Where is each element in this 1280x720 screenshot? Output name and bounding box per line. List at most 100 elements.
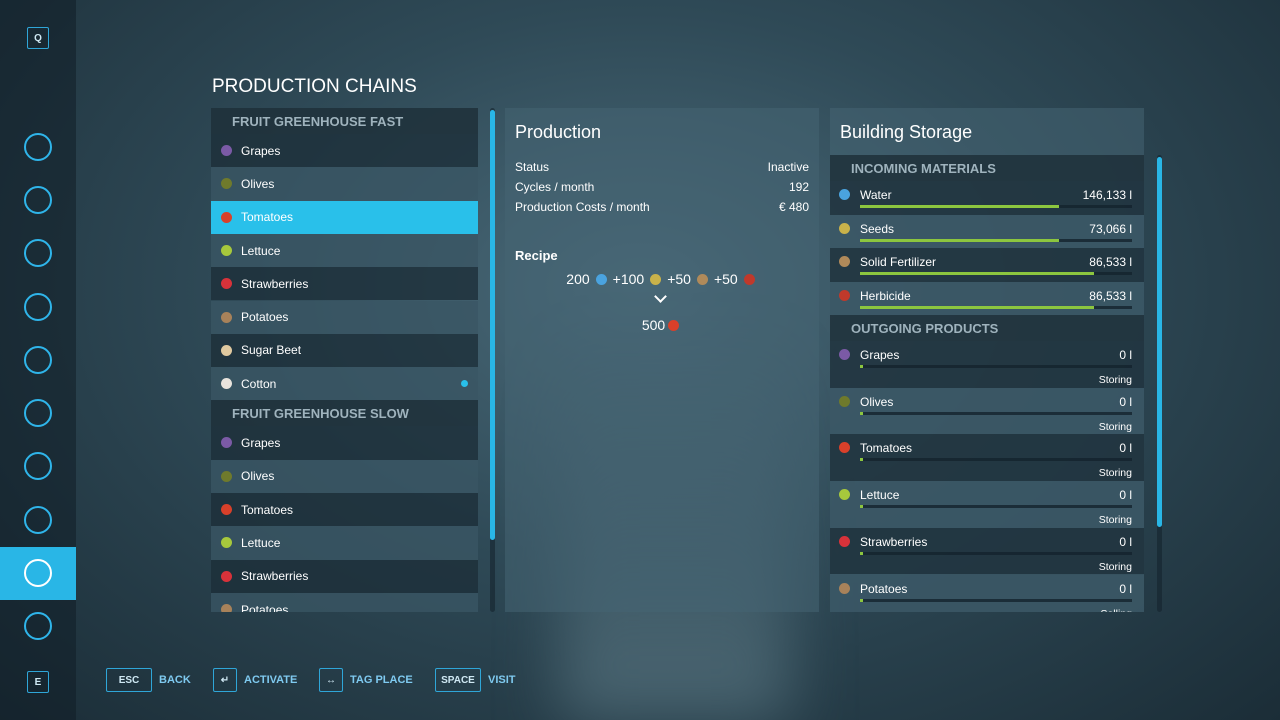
- storage-row: Tomatoes 0 l Storing: [830, 434, 1144, 482]
- fill-track: [860, 505, 1132, 509]
- menu-icon[interactable]: [24, 559, 52, 587]
- menu-icon[interactable]: [24, 612, 52, 640]
- chain-item[interactable]: Grapes: [211, 426, 478, 460]
- recipe-amount: 200: [566, 271, 590, 287]
- item-name: Cotton: [241, 376, 277, 391]
- menu-icon[interactable]: [24, 186, 52, 214]
- item-name: Tomatoes: [241, 210, 294, 225]
- item-icon: [221, 244, 232, 256]
- storage-mode: Storing: [1098, 420, 1132, 433]
- recipe-output: 500: [505, 317, 819, 333]
- chain-item[interactable]: Sugar Beet: [211, 333, 478, 368]
- storage-name: Herbicide: [860, 288, 911, 303]
- item-name: Tomatoes: [241, 502, 294, 517]
- fill-track: [860, 365, 1132, 368]
- storage-icon: [839, 395, 850, 407]
- item-name: Olives: [241, 469, 275, 484]
- active-dot: [461, 380, 468, 388]
- storage-row: Seeds 73,066 l: [830, 214, 1144, 248]
- chain-item[interactable]: Tomatoes: [211, 493, 478, 527]
- chain-item[interactable]: Olives: [211, 167, 478, 201]
- fill-cap: [860, 458, 863, 462]
- footer-key[interactable]: ↵: [213, 668, 237, 692]
- item-name: Strawberries: [241, 276, 309, 291]
- storage-icon: [839, 442, 850, 454]
- key-q[interactable]: Q: [27, 27, 49, 49]
- storage-icon: [839, 189, 850, 200]
- menu-icon[interactable]: [24, 399, 52, 427]
- fill-bar: [860, 305, 1094, 309]
- storage-row: Potatoes 0 l Selling: [830, 574, 1144, 612]
- storage-row: Strawberries 0 l Storing: [830, 527, 1144, 575]
- menu-icon[interactable]: [24, 133, 52, 161]
- item-icon: [221, 537, 232, 549]
- chain-item[interactable]: Lettuce: [211, 233, 478, 268]
- key-e[interactable]: E: [27, 671, 49, 693]
- fill-track: [860, 458, 1132, 462]
- recipe-icon: [650, 273, 662, 285]
- fill-track: [860, 551, 1132, 555]
- footer-key[interactable]: ↔: [319, 668, 343, 692]
- storage-name: Strawberries: [860, 534, 928, 549]
- stat-label: Cycles / month: [515, 180, 595, 194]
- chain-item[interactable]: Grapes: [211, 134, 478, 168]
- item-name: Strawberries: [241, 569, 309, 584]
- fill-bar: [860, 238, 1059, 242]
- menu-icon[interactable]: [24, 452, 52, 480]
- storage-mode: Storing: [1098, 467, 1132, 480]
- fill-cap: [860, 505, 863, 509]
- footer-key[interactable]: SPACE: [435, 668, 481, 692]
- storage-row: Olives 0 l Storing: [830, 387, 1144, 435]
- item-name: Lettuce: [241, 243, 281, 258]
- storage-icon: [839, 489, 850, 501]
- storage-panel: Building Storage INCOMING MATERIALS Water 1…: [830, 108, 1144, 612]
- chain-item[interactable]: Lettuce: [211, 526, 478, 560]
- production-panel: Production Status Inactive Cycles / month 19…: [505, 108, 819, 612]
- storage-title: Building Storage: [840, 122, 973, 142]
- chain-header: FRUIT GREENHOUSE FAST: [211, 108, 478, 134]
- stat-value: 192: [788, 180, 809, 194]
- chain-item[interactable]: Strawberries: [211, 559, 478, 593]
- storage-row: Water 146,133 l: [830, 181, 1144, 215]
- item-name: Olives: [241, 176, 275, 191]
- stat-label: Status: [515, 160, 550, 174]
- item-icon: [221, 437, 232, 449]
- page-title: PRODUCTION CHAINS: [212, 76, 417, 97]
- chain-item[interactable]: Tomatoes: [211, 200, 478, 234]
- storage-name: Water: [860, 188, 892, 202]
- item-name: Sugar Beet: [241, 343, 302, 358]
- storage-amount: 0 l: [1119, 581, 1132, 596]
- storage-amount: 0 l: [1119, 534, 1132, 549]
- storage-amount: 0 l: [1119, 441, 1132, 456]
- storage-row: Herbicide 86,533 l: [830, 281, 1144, 315]
- chain-item[interactable]: Potatoes: [211, 592, 478, 612]
- chain-item[interactable]: Potatoes: [211, 300, 478, 334]
- fill-cap: [860, 551, 863, 555]
- item-name: Potatoes: [241, 602, 289, 612]
- fill-bar: [860, 272, 1094, 275]
- menu-icon[interactable]: [24, 346, 52, 374]
- item-icon: [221, 178, 232, 190]
- chain-item[interactable]: Strawberries: [211, 267, 478, 301]
- menu-icon[interactable]: [24, 293, 52, 321]
- item-icon: [221, 504, 232, 515]
- outgoing-header: OUTGOING PRODUCTS: [830, 315, 1144, 341]
- storage-icon: [839, 222, 850, 234]
- storage-mode: Storing: [1098, 374, 1132, 386]
- stat-label: Production Costs / month: [515, 200, 650, 214]
- menu-icon[interactable]: [24, 239, 52, 267]
- fill-track: [860, 598, 1132, 602]
- recipe-icon: [696, 273, 708, 285]
- storage-icon: [839, 289, 850, 301]
- footer-action[interactable]: VISIT: [488, 674, 516, 686]
- item-icon: [221, 278, 232, 290]
- item-icon: [221, 145, 232, 156]
- fill-track: [860, 411, 1132, 415]
- footer-key[interactable]: ESC: [106, 668, 152, 692]
- footer-action[interactable]: ACTIVATE: [244, 674, 298, 686]
- chain-item[interactable]: Cotton: [211, 367, 478, 401]
- chain-item[interactable]: Olives: [211, 459, 478, 493]
- footer-action[interactable]: BACK: [159, 674, 191, 686]
- footer-action[interactable]: TAG PLACE: [350, 674, 413, 686]
- menu-icon[interactable]: [24, 506, 52, 534]
